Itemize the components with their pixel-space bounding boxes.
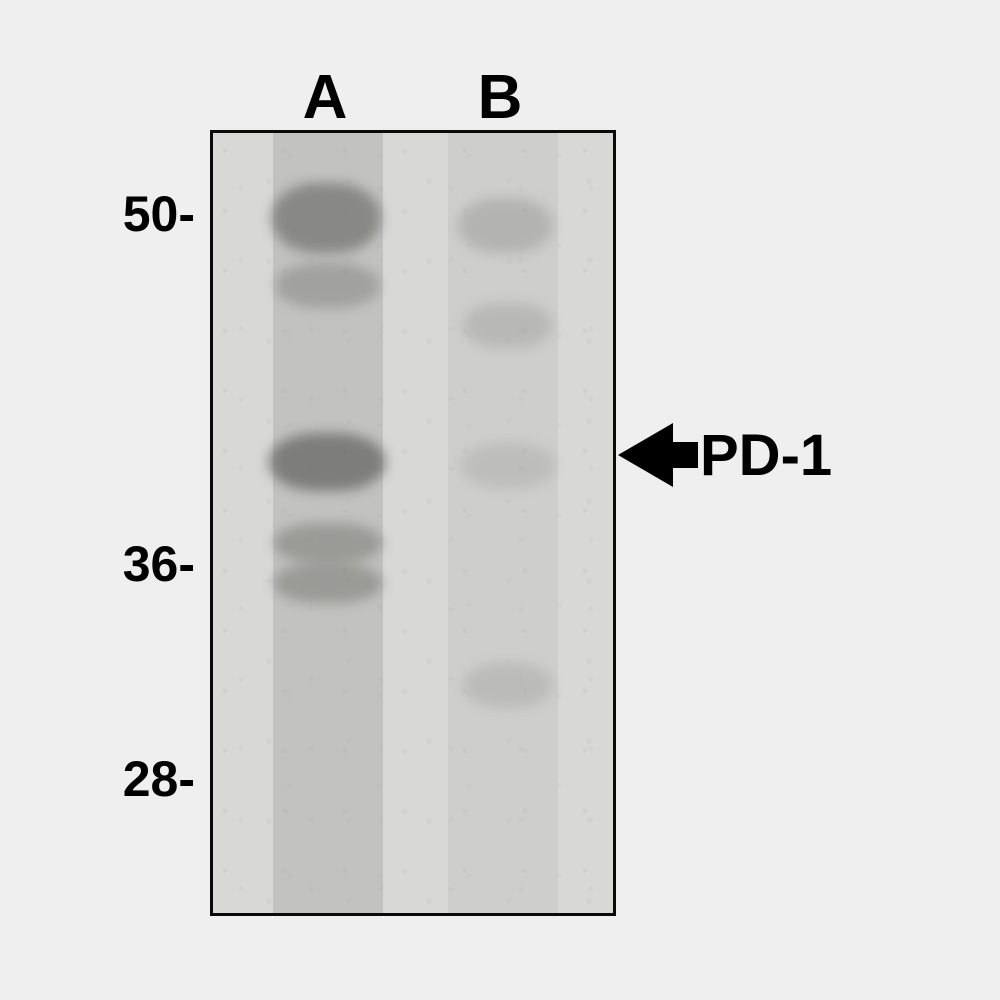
band-b-pd1 (461, 443, 556, 488)
pd1-label: PD-1 (700, 422, 832, 489)
western-blot-figure: A B 50- 36- 28- PD-1 (0, 0, 1000, 1000)
band-a-36l (273, 563, 383, 603)
blot-membrane (210, 130, 616, 916)
lane-label-a: A (295, 62, 355, 133)
mw-36: 36- (115, 535, 195, 593)
pd1-arrow-icon (618, 420, 698, 490)
band-a-below50 (275, 263, 380, 308)
band-b-50 (458, 198, 553, 253)
band-a-50 (271, 183, 381, 253)
lane-label-b: B (470, 62, 530, 133)
band-a-36u (273, 523, 383, 563)
mw-50: 50- (115, 185, 195, 243)
mw-28: 28- (115, 750, 195, 808)
band-b-low (463, 663, 553, 708)
band-b-mid (463, 303, 553, 348)
band-a-pd1 (268, 433, 386, 491)
